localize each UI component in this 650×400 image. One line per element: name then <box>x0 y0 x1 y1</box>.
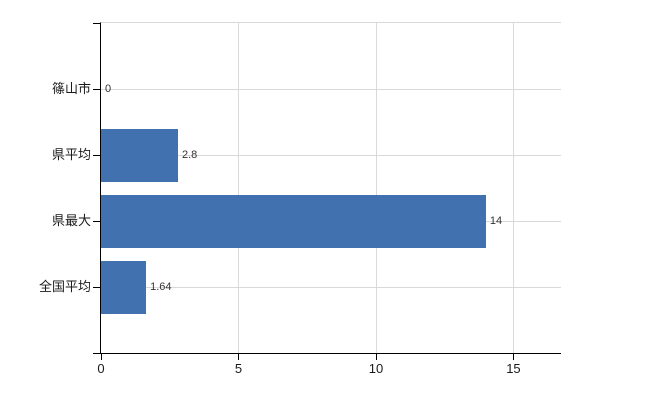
bar <box>101 194 486 248</box>
y-axis-tick <box>93 89 100 90</box>
y-axis-tick <box>93 23 100 24</box>
bar-value-label: 1.64 <box>150 281 172 293</box>
bar <box>101 128 178 182</box>
gridline-vertical <box>238 23 240 353</box>
category-label: 篠山市 <box>51 81 91 96</box>
category-label: 県最大 <box>51 213 91 228</box>
gridline-vertical <box>513 23 515 353</box>
category-label: 全国平均 <box>38 279 91 294</box>
gridline-horizontal <box>101 89 561 90</box>
gridline-vertical <box>375 23 377 353</box>
x-axis-tick <box>238 354 240 360</box>
bar-value-label: 2.8 <box>181 149 198 161</box>
bar-value-label: 14 <box>489 215 503 227</box>
gridline-horizontal <box>101 155 561 156</box>
gridline-horizontal <box>101 287 561 288</box>
y-axis-tick <box>93 353 100 354</box>
x-axis-tick-label: 10 <box>368 361 384 376</box>
plot-area: 0 篠山市 2.8 県平均 14 県最大 1.64 全国平均 0 5 10 15 <box>39 22 561 376</box>
category-label: 県平均 <box>51 147 91 162</box>
x-axis-tick <box>101 354 102 360</box>
x-axis-tick <box>375 354 377 360</box>
y-axis-tick <box>93 287 100 288</box>
x-axis-tick-label: 0 <box>97 361 105 376</box>
x-axis-tick-label: 5 <box>234 361 243 376</box>
y-axis-tick <box>93 221 100 222</box>
y-axis-tick <box>93 155 100 156</box>
bar <box>101 260 147 314</box>
x-axis-tick-label: 15 <box>506 361 521 376</box>
bar-value-label: 0 <box>105 83 112 95</box>
x-axis-tick <box>513 354 515 360</box>
